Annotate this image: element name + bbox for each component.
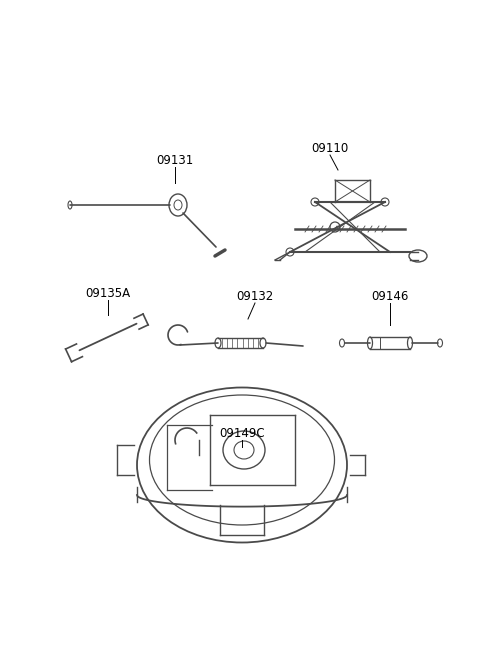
- Text: 09131: 09131: [156, 154, 193, 167]
- Text: 09149C: 09149C: [219, 427, 265, 440]
- Text: 09146: 09146: [372, 290, 408, 303]
- Text: 09132: 09132: [236, 290, 274, 303]
- Text: 09135A: 09135A: [85, 287, 131, 300]
- Text: 09110: 09110: [312, 142, 348, 155]
